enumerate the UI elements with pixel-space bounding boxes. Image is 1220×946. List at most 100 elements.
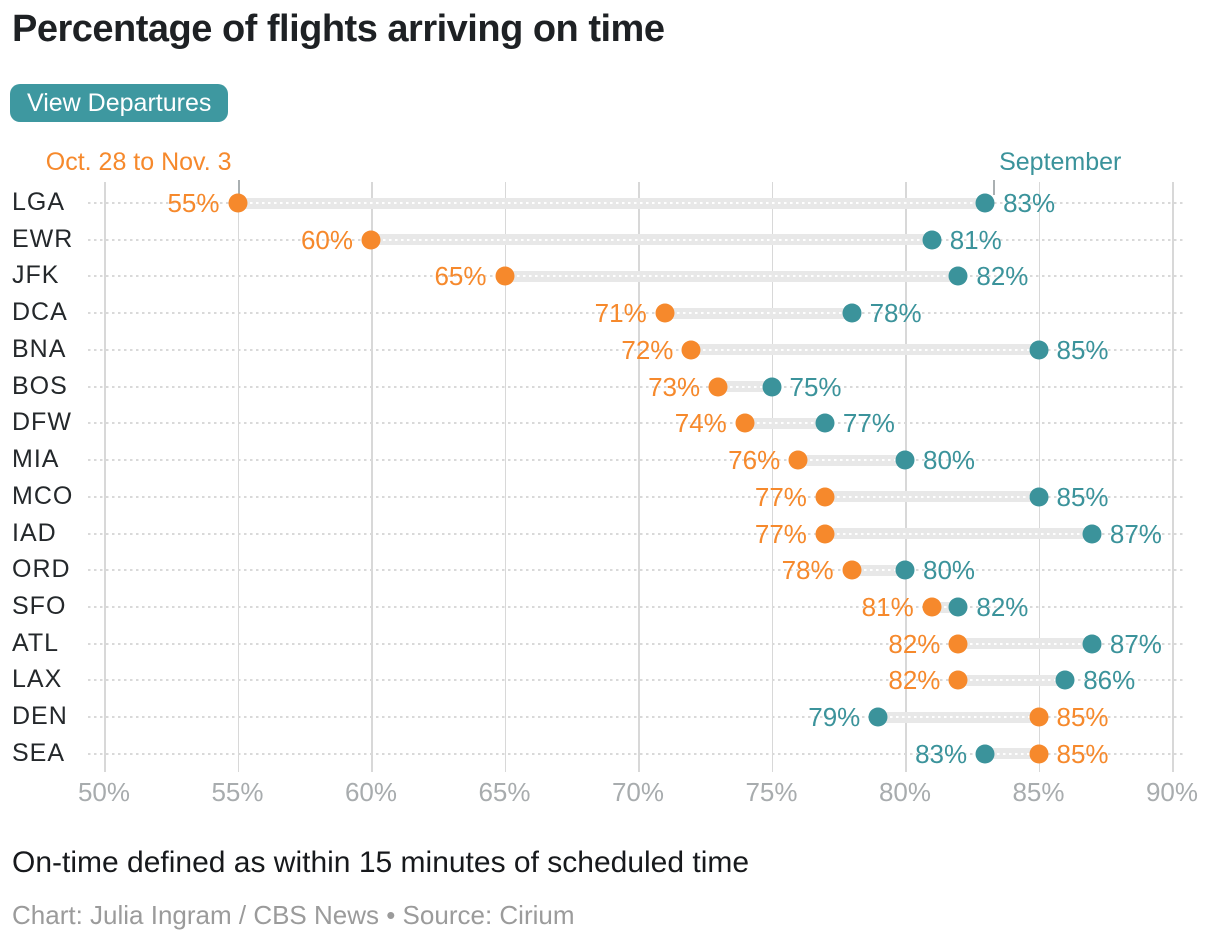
dot-current-week[interactable] (842, 560, 862, 580)
dot-current-week[interactable] (815, 524, 835, 544)
legend-tick-current-week (237, 180, 240, 195)
value-label-current-week: 73% (648, 371, 701, 402)
value-label-september: 85% (1056, 334, 1109, 365)
value-label-current-week: 82% (888, 628, 941, 659)
row-label-lga: LGA (12, 188, 66, 216)
dot-september[interactable] (1055, 670, 1075, 690)
row-label-mco: MCO (12, 481, 74, 510)
dot-september[interactable] (922, 230, 942, 250)
value-label-september: 82% (976, 261, 1029, 292)
axis-tick-label: 75% (745, 777, 798, 807)
value-label-current-week: 77% (754, 481, 807, 512)
dot-current-week[interactable] (228, 193, 247, 213)
value-label-current-week: 72% (621, 334, 674, 365)
row-dotted-gridline-overlay (798, 459, 905, 462)
value-label-september: 78% (869, 298, 922, 329)
gridline (371, 182, 373, 772)
dot-current-week[interactable] (948, 670, 968, 690)
gridline (237, 182, 239, 772)
dot-current-week[interactable] (1029, 707, 1048, 727)
dot-current-week[interactable] (922, 597, 942, 617)
row-dotted-gridline (88, 569, 1186, 572)
dot-september[interactable] (1029, 340, 1048, 360)
row-dotted-gridline (88, 495, 1186, 498)
row-dotted-gridline (88, 459, 1186, 462)
gridline (1172, 182, 1174, 772)
row-label-lax: LAX (12, 665, 63, 694)
row-dotted-gridline (88, 532, 1186, 535)
axis-tick-label: 65% (478, 777, 531, 807)
row-dotted-gridline-overlay (237, 202, 986, 204)
axis-tick-label: 70% (611, 777, 665, 807)
credit: Chart: Julia Ingram / CBS News • Source:… (12, 900, 575, 930)
value-label-september: 77% (842, 408, 895, 439)
value-label-september: 79% (808, 702, 861, 733)
dot-september[interactable] (948, 266, 968, 286)
row-label-jfk: JFK (12, 261, 60, 290)
row-dotted-gridline-overlay (878, 716, 1039, 719)
dot-september[interactable] (1082, 524, 1102, 544)
gridline (1038, 182, 1040, 772)
value-label-current-week: 55% (167, 188, 220, 218)
row-dotted-gridline-overlay (851, 569, 905, 572)
row-dotted-gridline-overlay (931, 606, 959, 609)
view-departures-button[interactable]: View Departures (10, 84, 229, 122)
value-label-september: 87% (1109, 518, 1162, 549)
row-label-mia: MIA (12, 445, 60, 474)
dot-current-week[interactable] (655, 303, 675, 323)
row-label-sfo: SFO (12, 592, 67, 621)
dot-current-week[interactable] (948, 634, 968, 654)
value-label-september: 82% (976, 592, 1029, 623)
axis-tick-label: 50% (77, 777, 131, 807)
dot-current-week[interactable] (361, 230, 381, 250)
value-label-current-week: 85% (1056, 702, 1109, 733)
dot-current-week[interactable] (1029, 744, 1048, 764)
row-dotted-gridline (88, 642, 1186, 645)
dot-september[interactable] (1082, 634, 1102, 654)
dot-current-week[interactable] (788, 450, 808, 470)
axis-tick-label: 80% (878, 777, 932, 807)
gridline (504, 182, 506, 772)
value-label-current-week: 85% (1056, 738, 1109, 769)
value-label-current-week: 60% (300, 224, 353, 255)
row-label-sea: SEA (12, 738, 66, 767)
value-label-september: 75% (789, 371, 842, 402)
value-label-september: 83% (915, 738, 968, 769)
value-label-current-week: 81% (861, 592, 914, 623)
gridline (771, 182, 773, 772)
row-dotted-gridline (88, 422, 1186, 425)
dot-current-week[interactable] (735, 413, 755, 433)
dot-september[interactable] (975, 193, 995, 213)
value-label-current-week: 71% (594, 298, 647, 329)
dot-september[interactable] (895, 560, 915, 580)
legend-label-current-week: Oct. 28 to Nov. 3 (45, 148, 232, 176)
dot-current-week[interactable] (681, 340, 701, 360)
row-dotted-gridline-overlay (504, 275, 959, 278)
row-label-ord: ORD (12, 555, 71, 584)
dot-september[interactable] (895, 450, 915, 470)
dot-current-week[interactable] (815, 487, 835, 507)
dot-september[interactable] (975, 744, 995, 764)
dot-september[interactable] (868, 707, 888, 727)
value-label-september: 83% (1003, 188, 1056, 218)
dot-september[interactable] (815, 413, 835, 433)
dot-current-week[interactable] (495, 266, 514, 286)
dot-current-week[interactable] (708, 377, 728, 397)
row-dotted-gridline (88, 385, 1186, 388)
row-dotted-gridline-overlay (958, 679, 1066, 682)
axis-tick-label: 85% (1012, 777, 1065, 807)
row-dotted-gridline (88, 716, 1186, 719)
row-label-iad: IAD (12, 518, 57, 547)
gridline (905, 182, 907, 772)
row-label-atl: ATL (12, 628, 59, 657)
dot-september[interactable] (762, 377, 781, 397)
dot-september[interactable] (842, 303, 862, 323)
value-label-current-week: 77% (754, 518, 807, 549)
value-label-september: 81% (949, 224, 1002, 255)
row-label-den: DEN (12, 702, 68, 731)
value-label-september: 80% (923, 445, 976, 476)
row-label-dca: DCA (12, 298, 68, 327)
dot-september[interactable] (1029, 487, 1048, 507)
dot-september[interactable] (948, 597, 968, 617)
axis-tick-label: 55% (211, 777, 264, 807)
